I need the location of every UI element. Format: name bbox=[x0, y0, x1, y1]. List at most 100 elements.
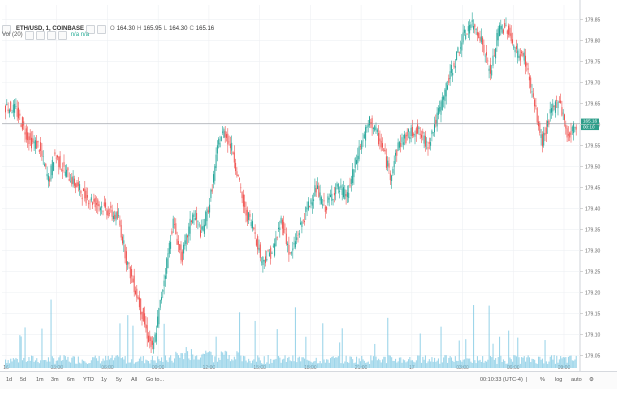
candle-body bbox=[149, 335, 151, 342]
volume-bar bbox=[180, 353, 182, 368]
volume-bar bbox=[239, 312, 241, 368]
candle-body bbox=[515, 45, 517, 50]
candle-body bbox=[6, 104, 8, 105]
symbol-label[interactable]: ETH/USD, 1, COINBASE bbox=[16, 26, 85, 32]
volume-bar bbox=[475, 363, 477, 368]
clock-label[interactable]: 00:10:33 (UTC-4) bbox=[480, 377, 523, 383]
chart-settings-icon[interactable]: ⚙ bbox=[589, 377, 594, 383]
candle-body bbox=[519, 54, 521, 61]
candle-body bbox=[422, 131, 424, 134]
volume-bar bbox=[553, 355, 555, 368]
timeframe-ytd[interactable]: YTD bbox=[83, 377, 94, 383]
timeframe-1y[interactable]: 1y bbox=[101, 377, 107, 383]
volume-label[interactable]: Vol (20) bbox=[2, 32, 23, 38]
toggle-log[interactable]: log bbox=[555, 377, 563, 383]
volume-bar bbox=[161, 357, 163, 368]
volume-bar bbox=[255, 361, 257, 368]
candle-body bbox=[525, 55, 526, 67]
volume-bar bbox=[291, 361, 293, 368]
volume-bar bbox=[5, 359, 7, 368]
timeframe-3m[interactable]: 3m bbox=[51, 377, 59, 383]
candle-body bbox=[248, 212, 250, 220]
volume-eye-icon[interactable] bbox=[24, 30, 34, 40]
candle-body bbox=[8, 109, 10, 114]
volume-bar bbox=[298, 356, 300, 368]
candle-body bbox=[573, 123, 575, 134]
timeframe-6m[interactable]: 6m bbox=[67, 377, 75, 383]
volume-bar bbox=[77, 356, 79, 368]
price-tick-label: 179.50 bbox=[585, 165, 601, 171]
volume-bar bbox=[349, 356, 351, 368]
volume-bar bbox=[335, 357, 337, 368]
volume-bar bbox=[105, 355, 107, 368]
candle-body bbox=[213, 174, 214, 183]
volume-bar bbox=[278, 356, 280, 368]
collapse-icon[interactable] bbox=[2, 24, 11, 34]
candle-body bbox=[101, 206, 103, 208]
volume-bar bbox=[60, 360, 62, 368]
timeframe-1d[interactable]: 1d bbox=[6, 377, 13, 383]
volume-bar bbox=[375, 356, 377, 368]
timeframe-all[interactable]: All bbox=[131, 377, 138, 383]
volume-bar bbox=[318, 363, 320, 368]
candle-body bbox=[58, 156, 60, 168]
candle-body bbox=[430, 142, 432, 146]
toggle-auto[interactable]: auto bbox=[571, 377, 582, 383]
candle-body bbox=[434, 124, 435, 133]
volume-bar bbox=[497, 357, 499, 368]
candle-body bbox=[240, 187, 242, 189]
volume-bar bbox=[94, 355, 96, 368]
toggle-percent[interactable]: % bbox=[540, 377, 545, 383]
eye-icon[interactable] bbox=[86, 24, 96, 34]
candle-body bbox=[370, 122, 372, 125]
candle-body bbox=[263, 260, 265, 262]
timeframe-5d[interactable]: 5d bbox=[20, 377, 27, 383]
candle-body bbox=[131, 269, 133, 277]
open-value: 164.30 bbox=[116, 26, 136, 32]
volume-bar bbox=[309, 360, 311, 368]
candle-body bbox=[345, 194, 347, 197]
candle-body bbox=[385, 156, 387, 168]
candle-body bbox=[467, 26, 469, 32]
low-value: 164.30 bbox=[169, 26, 188, 32]
volume-bar bbox=[132, 325, 134, 368]
candle-body bbox=[60, 169, 62, 171]
candle-body bbox=[138, 297, 140, 308]
timeframe-5y[interactable]: 5y bbox=[116, 377, 122, 383]
volume-bar bbox=[480, 361, 482, 368]
volume-bar bbox=[526, 357, 528, 368]
volume-bar bbox=[73, 356, 75, 368]
volume-bar bbox=[353, 363, 355, 368]
volume-bar bbox=[439, 363, 441, 368]
candle-body bbox=[465, 34, 467, 39]
candle-body bbox=[161, 297, 162, 301]
volume-bar bbox=[157, 356, 159, 368]
candle-body bbox=[387, 160, 389, 167]
volume-legend: Vol (20) n/a n/a bbox=[2, 30, 89, 40]
volume-bar bbox=[452, 360, 454, 368]
candle-body bbox=[27, 132, 29, 141]
volume-bar bbox=[413, 361, 415, 368]
volume-bar bbox=[509, 357, 511, 368]
volume-bar bbox=[44, 360, 46, 368]
timeframe-1m[interactable]: 1m bbox=[36, 377, 44, 383]
volume-more-icon[interactable] bbox=[57, 30, 67, 40]
candle-body bbox=[189, 218, 191, 234]
candle-body bbox=[37, 140, 39, 143]
volume-bar bbox=[476, 356, 478, 368]
volume-bar bbox=[248, 358, 250, 368]
time-tick-label: 16 bbox=[3, 365, 9, 371]
candle-body bbox=[150, 337, 152, 347]
volume-bar bbox=[549, 356, 551, 368]
candle-body bbox=[206, 208, 208, 222]
countdown-tag bbox=[581, 124, 599, 131]
settings-icon[interactable] bbox=[97, 24, 107, 34]
volume-close-icon[interactable] bbox=[46, 30, 56, 40]
volume-bar bbox=[415, 360, 417, 368]
volume-bar bbox=[83, 360, 85, 368]
volume-bar bbox=[75, 363, 77, 368]
goto-date-button[interactable]: Go to... bbox=[146, 377, 165, 383]
volume-settings-icon[interactable] bbox=[35, 30, 45, 40]
